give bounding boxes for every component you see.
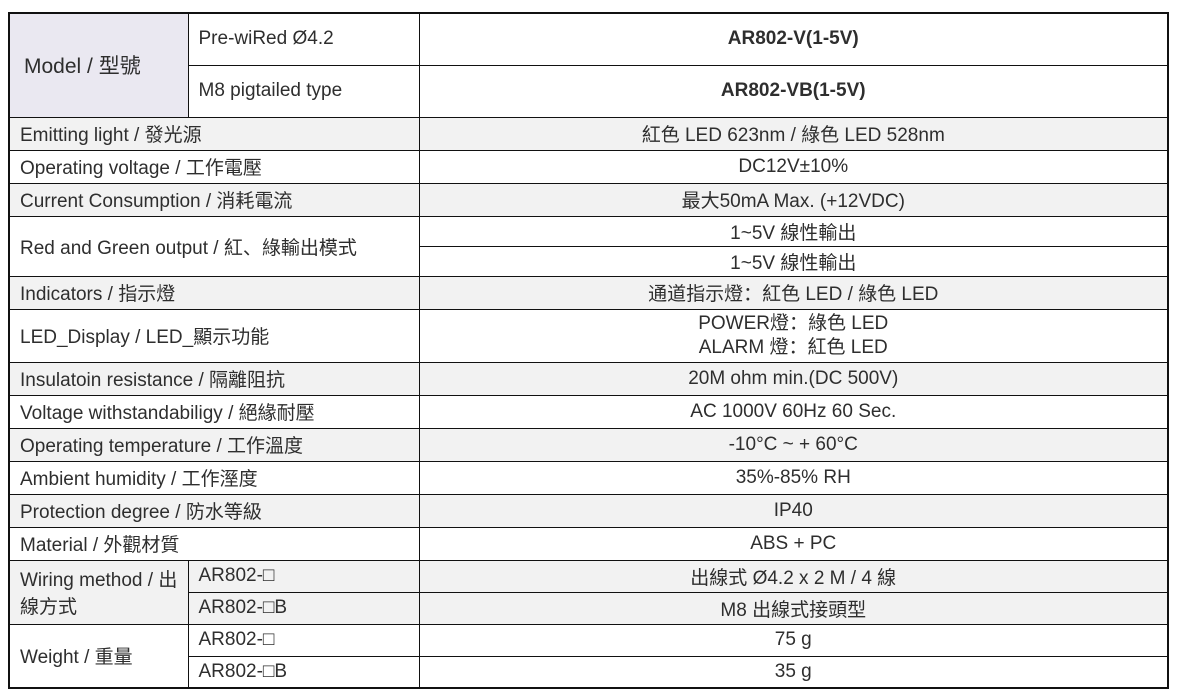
spec-label-cell: Insulatoin resistance / 隔離阻抗 [8, 361, 420, 396]
spec-value-cell: 20M ohm min.(DC 500V) [418, 361, 1169, 396]
wiring-variant-cell: AR802-□B [187, 591, 420, 625]
variant-type-cell: M8 pigtailed type [187, 64, 420, 118]
table-row: AR802-□B M8 出線式接頭型 [9, 591, 1169, 625]
table-row: Material / 外觀材質 ABS + PC [8, 526, 1169, 561]
table-row: Ambient humidity / 工作溼度 35%-85% RH [8, 460, 1169, 495]
table-row: Wiring method / 出線方式 AR802-□ 出線式 Ø4.2 x … [8, 559, 1169, 625]
spec-value-cell: IP40 [418, 493, 1169, 528]
spec-value-cell: 最大50mA Max. (+12VDC) [418, 182, 1169, 217]
table-row: Indicators / 指示燈 通道指示燈：紅色 LED / 綠色 LED [8, 275, 1169, 310]
spec-label-cell: Ambient humidity / 工作溼度 [8, 460, 420, 495]
table-row: Protection degree / 防水等級 IP40 [8, 493, 1169, 528]
table-row: Voltage withstandabiligy / 絕緣耐壓 AC 1000V… [8, 394, 1169, 429]
spec-label-cell: Voltage withstandabiligy / 絕緣耐壓 [8, 394, 420, 429]
spec-value-cell: POWER燈：綠色 LED ALARM 燈：紅色 LED [418, 308, 1169, 363]
table-row: Model / 型號 Pre-wiRed Ø4.2 AR802-V(1-5V) [8, 12, 1169, 118]
wiring-method-label-cell: Wiring method / 出線方式 [8, 559, 189, 625]
spec-label-cell: Operating temperature / 工作溫度 [8, 427, 420, 462]
led-power-line: POWER燈：綠色 LED [698, 312, 889, 334]
model-number-cell: AR802-V(1-5V) [418, 12, 1169, 66]
spec-value-cell: 通道指示燈：紅色 LED / 綠色 LED [418, 275, 1169, 310]
variant-type-cell: Pre-wiRed Ø4.2 [187, 12, 420, 66]
table-row: Operating voltage / 工作電壓 DC12V±10% [8, 149, 1169, 184]
spec-label-cell: Emitting light / 發光源 [8, 116, 420, 151]
weight-value-cell: 35 g [418, 655, 1169, 689]
spec-label-cell: Material / 外觀材質 [8, 526, 420, 561]
table-row: M8 pigtailed type AR802-VB(1-5V) [9, 64, 1169, 118]
weight-variant-cell: AR802-□ [187, 623, 420, 657]
spec-value-cell: 35%-85% RH [418, 460, 1169, 495]
table-row: LED_Display / LED_顯示功能 POWER燈：綠色 LED ALA… [8, 308, 1169, 363]
product-spec-table: Model / 型號 Pre-wiRed Ø4.2 AR802-V(1-5V) … [8, 12, 1169, 689]
weight-variant-cell: AR802-□B [187, 655, 420, 689]
spec-label-cell: Operating voltage / 工作電壓 [8, 149, 420, 184]
spec-value-cell: 1~5V 線性輸出 [418, 215, 1169, 247]
spec-label-cell: Current Consumption / 消耗電流 [8, 182, 420, 217]
spec-label-cell: Red and Green output / 紅、綠輸出模式 [8, 215, 420, 277]
wiring-value-cell: 出線式 Ø4.2 x 2 M / 4 線 [418, 559, 1169, 593]
weight-label-cell: Weight / 重量 [8, 623, 189, 689]
table-row: Operating temperature / 工作溫度 -10°C ~ + 6… [8, 427, 1169, 462]
wiring-value-cell: M8 出線式接頭型 [418, 591, 1169, 625]
spec-label-cell: Protection degree / 防水等級 [8, 493, 420, 528]
spec-label-cell: LED_Display / LED_顯示功能 [8, 308, 420, 363]
table-row: Weight / 重量 AR802-□ 75 g [8, 623, 1169, 689]
table-row: Insulatoin resistance / 隔離阻抗 20M ohm min… [8, 361, 1169, 396]
model-number-cell: AR802-VB(1-5V) [418, 64, 1169, 118]
spec-value-cell: AC 1000V 60Hz 60 Sec. [418, 394, 1169, 429]
spec-value-cell: DC12V±10% [418, 149, 1169, 184]
spec-value-cell: ABS + PC [418, 526, 1169, 561]
spec-value-cell: -10°C ~ + 60°C [418, 427, 1169, 462]
weight-value-cell: 75 g [418, 623, 1169, 657]
table-row: Emitting light / 發光源 紅色 LED 623nm / 綠色 L… [8, 116, 1169, 151]
table-row: Current Consumption / 消耗電流 最大50mA Max. (… [8, 182, 1169, 217]
spec-value-cell: 1~5V 線性輸出 [418, 245, 1169, 277]
table-row: Red and Green output / 紅、綠輸出模式 1~5V 線性輸出 [8, 215, 1169, 277]
spec-label-cell: Indicators / 指示燈 [8, 275, 420, 310]
table-row: AR802-□B 35 g [9, 655, 1169, 689]
spec-value-cell: 紅色 LED 623nm / 綠色 LED 528nm [418, 116, 1169, 151]
model-header-cell: Model / 型號 [8, 12, 189, 118]
led-alarm-line: ALARM 燈：紅色 LED [698, 336, 888, 358]
wiring-variant-cell: AR802-□ [187, 559, 420, 593]
